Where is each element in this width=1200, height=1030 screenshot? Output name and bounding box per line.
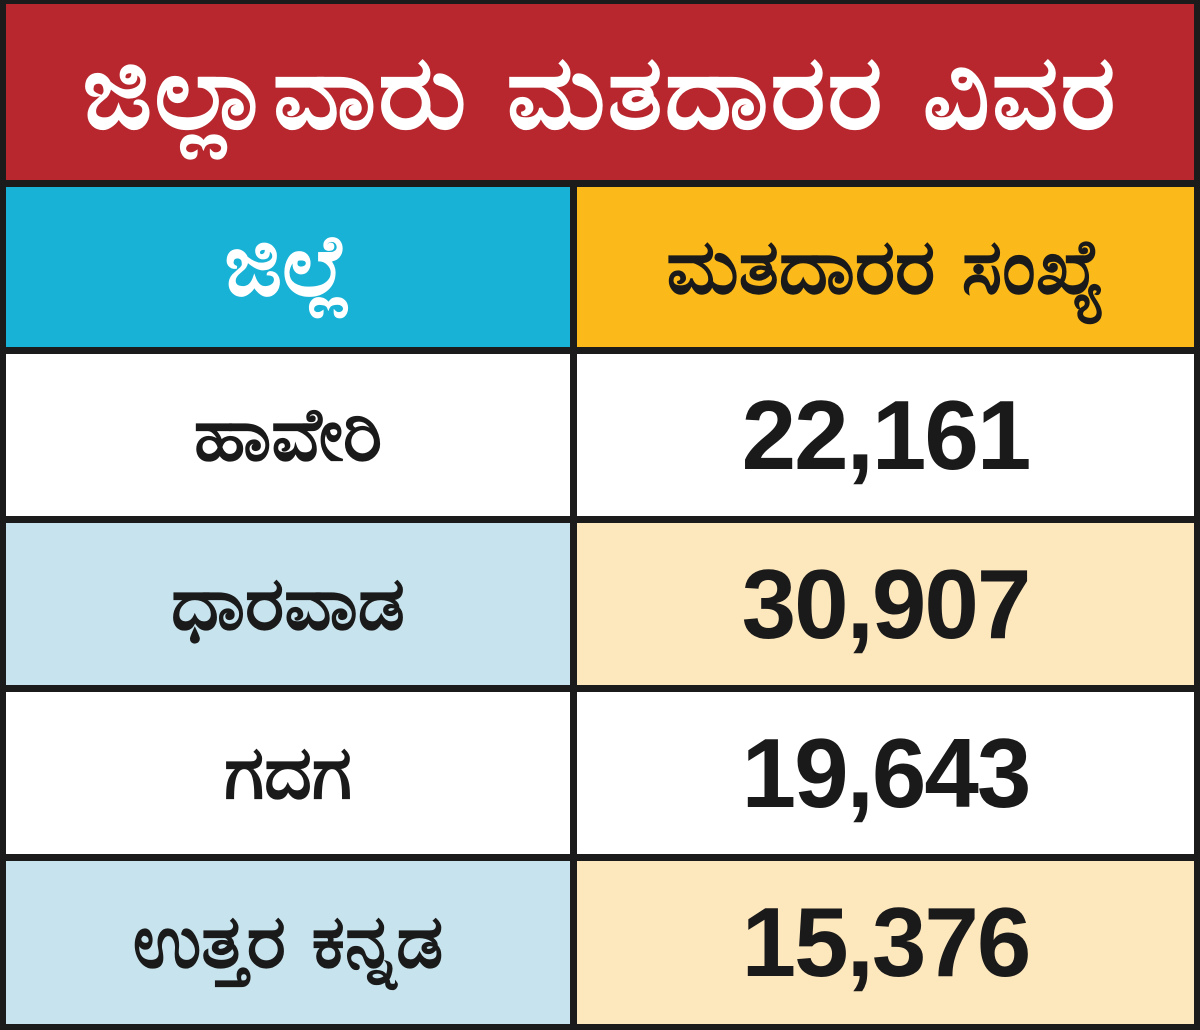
header-district: ಜಿಲ್ಲೆ — [6, 187, 570, 347]
table-title: ಜಿಲ್ಲಾವಾರು ಮತದಾರರ ವಿವರ — [6, 4, 1194, 180]
row-2-voters: 30,907 — [577, 523, 1194, 685]
row-4-voters: 15,376 — [577, 861, 1194, 1024]
row-2-district: ಧಾರವಾಡ — [6, 523, 570, 685]
row-3-district: ಗದಗ — [6, 692, 570, 854]
header-voter-count: ಮತದಾರರ ಸಂಖ್ಯೆ — [577, 187, 1194, 347]
row-3-voters: 19,643 — [577, 692, 1194, 854]
row-4-district: ಉತ್ತರ ಕನ್ನಡ — [6, 861, 570, 1024]
row-1-district: ಹಾವೇರಿ — [6, 354, 570, 516]
row-1-voters: 22,161 — [577, 354, 1194, 516]
